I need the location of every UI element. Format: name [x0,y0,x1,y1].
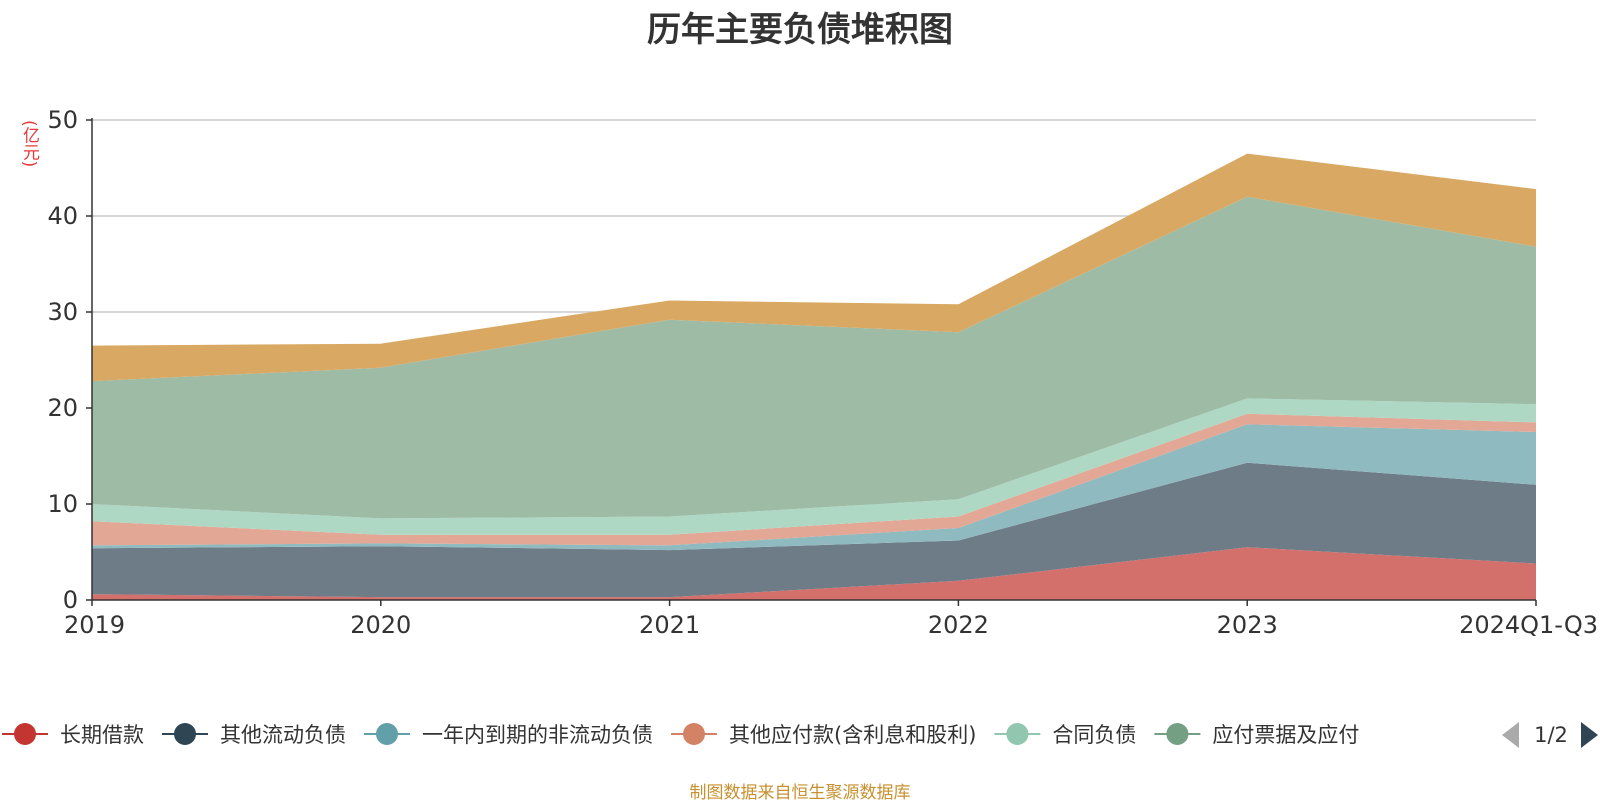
y-tick-label: 30 [47,298,78,326]
legend-marker [1006,723,1029,745]
x-tick-label: 2024Q1-Q3 [1459,611,1598,639]
legend-item[interactable]: 其他应付款(含利息和股利) [671,723,976,747]
x-tick-label: 2023 [1217,611,1278,639]
legend-label: 一年内到期的非流动负债 [422,723,653,747]
x-tick-label: 2022 [928,611,989,639]
area-series-7[interactable] [92,153,1536,382]
legend-page-indicator: 1/2 [1534,723,1568,747]
legend-marker [1166,723,1189,745]
area-series-3[interactable] [92,424,1536,551]
y-tick-label: 10 [47,490,78,518]
legend-label: 其他应付款(含利息和股利) [729,723,976,747]
y-tick-label: 40 [47,202,78,230]
area-series-6[interactable] [92,196,1536,519]
area-series-5[interactable] [92,398,1536,535]
legend-item[interactable]: 一年内到期的非流动负债 [364,723,653,747]
area-series [92,153,1536,600]
y-tick-label: 20 [47,394,78,422]
y-axis-unit: (亿元) [19,120,39,168]
source-note: 制图数据来自恒生聚源数据库 [689,783,911,803]
legend-next-icon[interactable] [1581,722,1598,748]
area-series-1[interactable] [92,547,1536,600]
legend-prev-icon[interactable] [1502,722,1519,748]
legend-marker [14,723,36,745]
x-tick-label: 2021 [639,611,700,639]
legend-marker [174,723,196,745]
legend-item[interactable]: 应付票据及应付 [1154,723,1359,747]
tick-labels: 0 10 20 30 40 50 2019 2020 2021 2022 2023 2024Q1-Q3 [47,106,1598,639]
legend-item[interactable]: 合同负债 [994,723,1136,747]
chart-title: 历年主要负债堆积图 [647,10,953,50]
legend-marker [376,723,398,745]
area-series-2[interactable] [92,462,1536,598]
legend-item[interactable]: 长期借款 [2,723,144,747]
legend-item[interactable]: 其他流动负债 [162,723,346,747]
area-series-4[interactable] [92,413,1536,546]
x-tick-label: 2020 [350,611,411,639]
x-tick-label: 2019 [64,611,125,639]
legend: 长期借款 其他流动负债 一年内到期的非流动负债 其他应付款(含利息和股利) 合同负债 应付… [2,722,1598,748]
legend-label: 长期借款 [60,723,144,747]
y-tick-label: 50 [47,106,78,134]
axes [86,118,1537,606]
y-tick-label: 0 [63,586,78,614]
legend-label: 应付票据及应付 [1212,723,1359,747]
legend-marker [683,723,705,745]
legend-label: 合同负债 [1052,723,1136,747]
legend-label: 其他流动负债 [220,723,346,747]
